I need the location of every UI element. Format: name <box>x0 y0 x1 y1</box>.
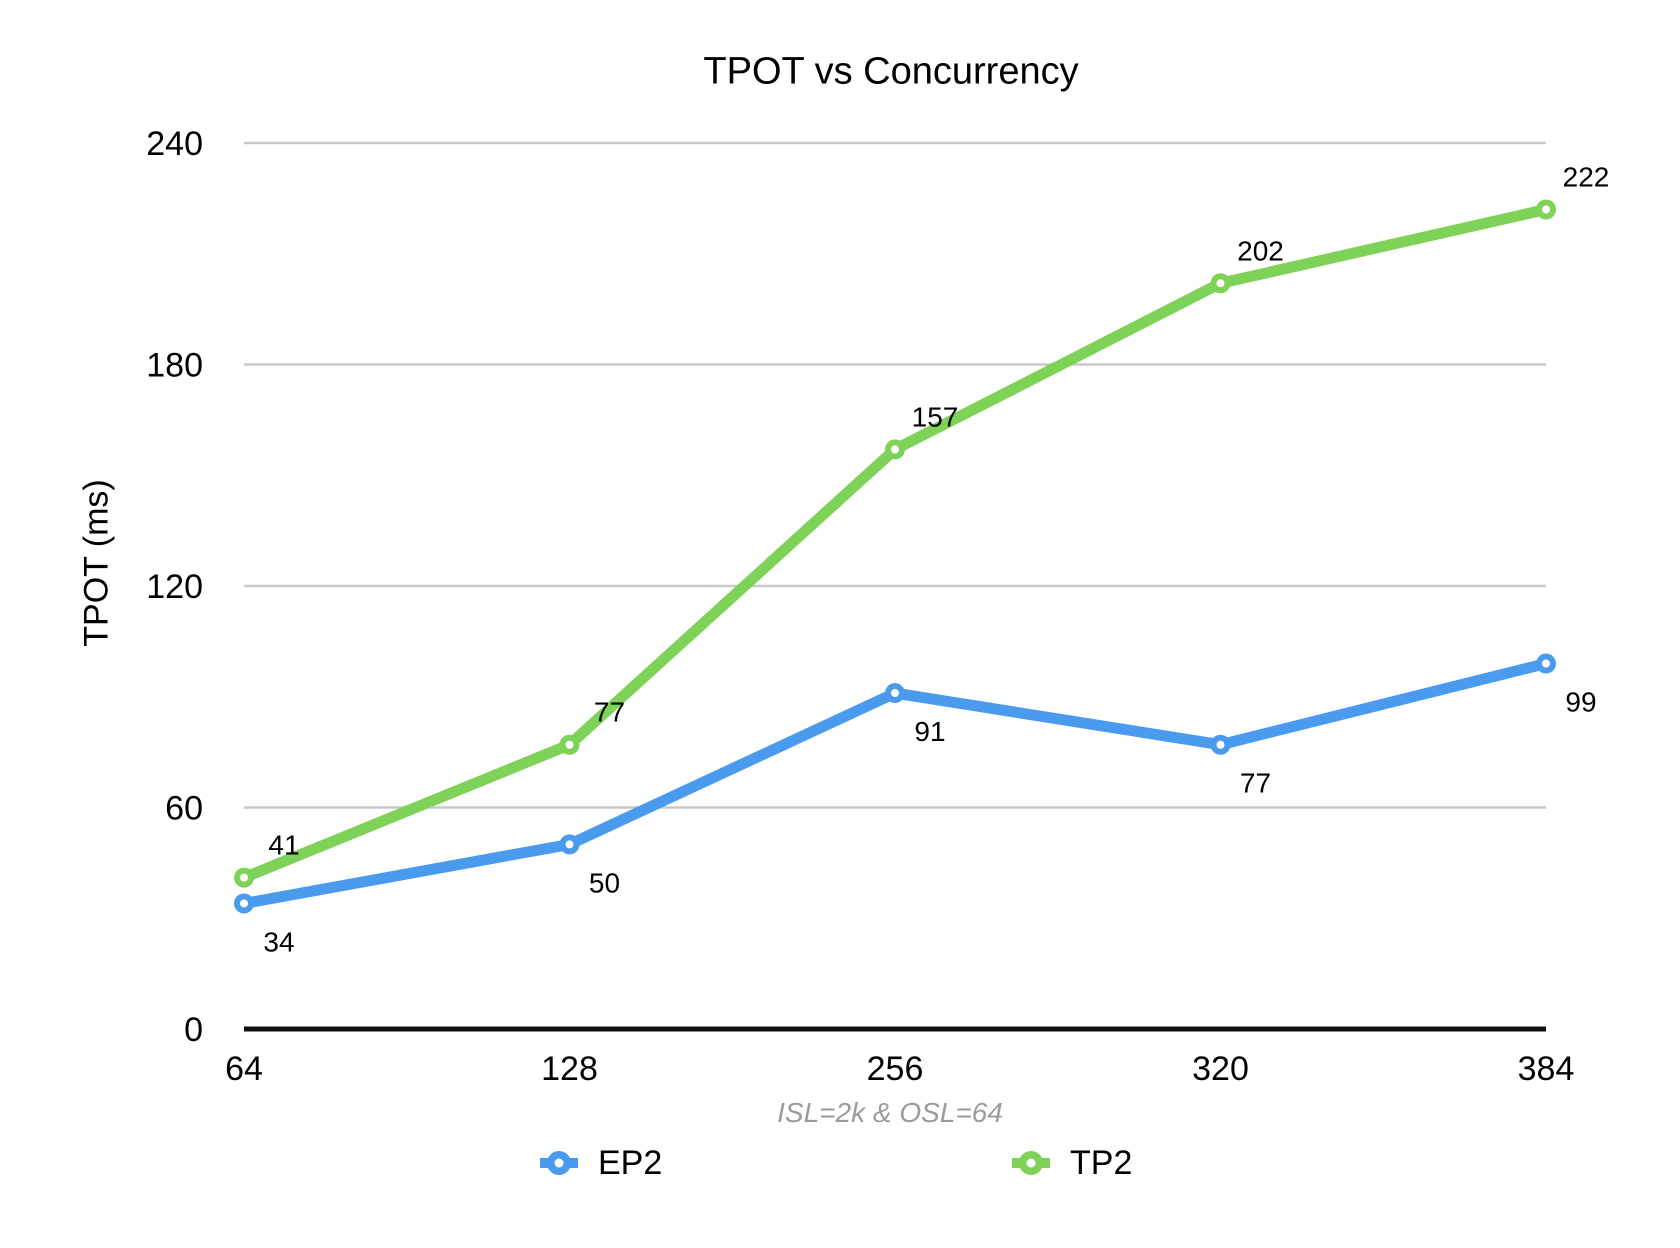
x-tick-label-64: 64 <box>225 1050 263 1088</box>
data-label-EP2-320: 77 <box>1240 768 1271 799</box>
series-line-TP2 <box>238 203 1552 884</box>
y-tick-label-60: 60 <box>165 790 203 828</box>
series-marker-hole-EP2-256 <box>891 689 899 698</box>
data-label-EP2-256: 91 <box>914 716 945 747</box>
series-marker-hole-TP2-320 <box>1216 279 1225 288</box>
x-tick-label-320: 320 <box>1192 1050 1249 1088</box>
data-label-TP2-256: 157 <box>912 401 959 432</box>
data-label-TP2-384: 222 <box>1563 161 1610 192</box>
chart-title: TPOT vs Concurrency <box>703 50 1079 93</box>
series-marker-hole-EP2-384 <box>1542 659 1550 668</box>
data-label-EP2-64: 34 <box>263 926 294 957</box>
y-tick-label-0: 0 <box>184 1011 203 1049</box>
series-marker-hole-TP2-256 <box>891 445 899 454</box>
data-label-EP2-384: 99 <box>1565 687 1596 718</box>
y-tick-label-180: 180 <box>146 347 203 385</box>
data-label-EP2-128: 50 <box>589 867 620 898</box>
series-marker-hole-EP2-320 <box>1216 740 1225 749</box>
series-marker-hole-EP2-128 <box>565 840 574 849</box>
series-marker-hole-TP2-64 <box>240 873 248 882</box>
data-label-TP2-64: 41 <box>268 830 299 861</box>
data-label-TP2-128: 77 <box>594 697 625 728</box>
series-marker-hole-TP2-128 <box>565 740 574 749</box>
series-marker-hole-EP2-64 <box>240 899 248 908</box>
x-tick-label-256: 256 <box>867 1050 924 1088</box>
data-label-TP2-320: 202 <box>1237 235 1284 266</box>
x-tick-label-128: 128 <box>541 1050 598 1088</box>
x-tick-label-384: 384 <box>1518 1050 1575 1088</box>
series-marker-hole-TP2-384 <box>1542 205 1550 214</box>
y-tick-label-240: 240 <box>146 125 203 163</box>
chart-caption: ISL=2k & OSL=64 <box>777 1097 1003 1128</box>
y-tick-label-120: 120 <box>146 568 203 606</box>
